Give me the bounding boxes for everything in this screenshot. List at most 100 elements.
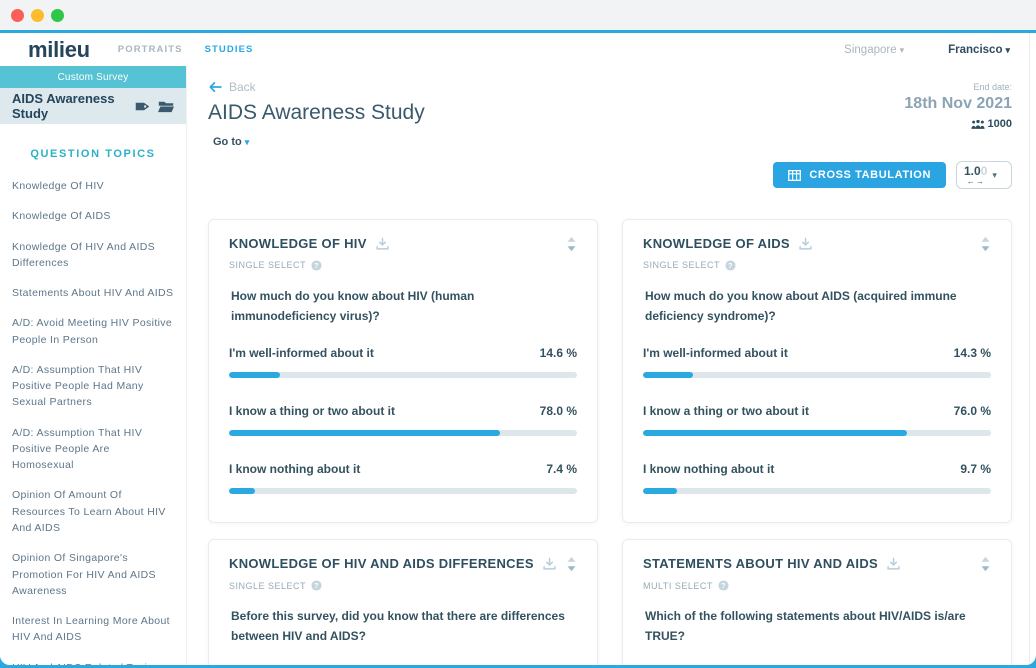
region-selector[interactable]: Singapore ▾ <box>844 43 905 56</box>
card-header: KNOWLEDGE OF AIDS <box>643 236 991 253</box>
answer-option: I'm well-informed about it 14.6 % <box>229 346 577 379</box>
option-value: 9.7 % <box>960 462 991 477</box>
main-content: Back AIDS Awareness Study Go to ▾ End dat… <box>187 66 1036 665</box>
option-value: 14.3 % <box>953 346 991 361</box>
survey-type-banner: Custom Survey <box>0 66 186 88</box>
answer-option: I know nothing about it 9.7 % <box>643 462 991 495</box>
scroll-track[interactable] <box>1029 33 1030 665</box>
sample-size-value: 1000 <box>987 118 1012 130</box>
zoom-window-icon[interactable] <box>51 8 64 22</box>
svg-text:?: ? <box>314 581 319 590</box>
nav-studies[interactable]: STUDIES <box>204 44 254 55</box>
sort-arrows-icon[interactable] <box>980 556 991 572</box>
tag-icon[interactable] <box>135 100 150 113</box>
result-bar-track <box>229 430 577 437</box>
sort-arrows-icon[interactable] <box>980 236 991 252</box>
answer-row: I know nothing about it 7.4 % <box>229 462 577 476</box>
sort-arrows-icon[interactable] <box>566 556 577 572</box>
result-bar-fill <box>643 372 693 379</box>
download-icon[interactable] <box>543 557 556 571</box>
help-icon[interactable]: ? <box>718 580 729 591</box>
sidebar-topic-item[interactable]: A/D: Assumption That HIV Positive People… <box>12 363 144 409</box>
answer-row: I'm well-informed about it 14.6 % <box>229 346 577 360</box>
actions-row: CROSS TABULATION 1.00 ←→ ▾ <box>208 161 1012 189</box>
study-info: End date: 18th Nov 2021 1000 <box>904 82 1012 130</box>
zoom-level-control[interactable]: 1.00 ←→ ▾ <box>956 161 1012 189</box>
card-select-type: SINGLE SELECT <box>643 260 721 271</box>
help-icon[interactable]: ? <box>725 260 736 271</box>
horizontal-arrows-icon: ←→ <box>966 176 985 186</box>
card-title: STATEMENTS ABOUT HIV AND AIDS <box>643 556 878 572</box>
sidebar: Custom Survey AIDS Awareness Study QUEST… <box>0 66 187 665</box>
cross-tabulation-button[interactable]: CROSS TABULATION <box>773 162 946 188</box>
survey-row[interactable]: AIDS Awareness Study <box>0 88 186 124</box>
back-label: Back <box>229 80 256 94</box>
milieu-logo: milieu <box>28 36 90 62</box>
sidebar-topic-item[interactable]: Statements About HIV And AIDS <box>12 287 174 300</box>
sidebar-topic-item[interactable]: A/D: Assumption That HIV Positive People… <box>12 426 143 472</box>
minimize-window-icon[interactable] <box>31 8 44 22</box>
card-select-type: MULTI SELECT <box>643 580 713 591</box>
option-label: I know a thing or two about it <box>643 404 809 419</box>
goto-dropdown[interactable]: Go to ▾ <box>213 136 250 148</box>
sidebar-topic-item[interactable]: Knowledge Of HIV And AIDS Differences <box>12 240 155 269</box>
question-cards-grid: KNOWLEDGE OF HIV SINGLE SELECT ? How muc… <box>208 219 1012 665</box>
result-bar-track <box>229 372 577 379</box>
select-type-row: MULTI SELECT ? <box>643 580 991 591</box>
top-accent-line <box>0 30 1036 33</box>
sidebar-topic-item[interactable]: A/D: Avoid Meeting HIV Positive People I… <box>12 317 173 346</box>
help-icon[interactable]: ? <box>311 580 322 591</box>
result-bar-track <box>643 430 991 437</box>
select-type-row: SINGLE SELECT ? <box>643 260 991 271</box>
result-bar-track <box>643 488 991 495</box>
sidebar-topic-item[interactable]: Opinion Of Singapore's Promotion For HIV… <box>12 552 156 597</box>
folder-icon[interactable] <box>158 100 174 113</box>
user-menu[interactable]: Francisco ▾ <box>948 43 1010 56</box>
card-title: KNOWLEDGE OF HIV <box>229 236 367 251</box>
card-question: Before this survey, did you know that th… <box>231 609 565 644</box>
sort-arrows-icon[interactable] <box>566 236 577 252</box>
answer-row: I know nothing about it 9.7 % <box>643 462 991 476</box>
back-arrow-icon <box>209 82 222 92</box>
download-icon[interactable] <box>887 557 900 571</box>
sidebar-topic-item[interactable]: HIV And AIDS Related Topics Interested I… <box>12 660 174 665</box>
body: Custom Survey AIDS Awareness Study QUEST… <box>0 66 1036 665</box>
close-window-icon[interactable] <box>11 8 24 22</box>
topic-list: Knowledge Of HIV Knowledge Of AIDS Knowled… <box>0 166 186 665</box>
option-value: 14.6 % <box>539 346 577 361</box>
sidebar-topic-item[interactable]: Opinion Of Amount Of Resources To Learn … <box>12 489 166 534</box>
result-bar-track <box>229 488 577 495</box>
chevron-down-icon: ▾ <box>1005 44 1010 55</box>
end-date-label: End date: <box>973 82 1012 92</box>
card-question: How much do you know about AIDS (acquire… <box>645 288 957 323</box>
answer-row: I'm well-informed about it 14.3 % <box>643 346 991 360</box>
option-label: I know nothing about it <box>229 462 361 477</box>
option-value: 76.0 % <box>953 404 991 419</box>
select-type-row: SINGLE SELECT ? <box>229 260 577 271</box>
header-right: Singapore ▾ Francisco ▾ <box>844 44 1010 56</box>
card-header: KNOWLEDGE OF HIV AND AIDS DIFFERENCES <box>229 556 577 573</box>
result-bar-fill <box>643 488 677 495</box>
help-icon[interactable]: ? <box>311 260 322 271</box>
answer-option: I know nothing about it 7.4 % <box>229 462 577 495</box>
survey-name: AIDS Awareness Study <box>12 91 115 121</box>
back-button[interactable]: Back <box>208 80 256 94</box>
nav-portraits[interactable]: PORTRAITS <box>117 44 183 55</box>
option-label: I know a thing or two about it <box>229 404 395 419</box>
cards-column-left: KNOWLEDGE OF HIV SINGLE SELECT ? How muc… <box>208 219 598 665</box>
download-icon[interactable] <box>799 237 812 250</box>
result-bar-track <box>643 372 991 379</box>
download-icon[interactable] <box>376 237 389 250</box>
end-date-value: 18th Nov 2021 <box>904 95 1012 112</box>
sidebar-topic-item[interactable]: Knowledge Of HIV <box>12 180 104 192</box>
zoom-level: 1.00 ←→ <box>964 163 988 186</box>
result-bar-fill <box>229 372 280 379</box>
card-header: STATEMENTS ABOUT HIV AND AIDS <box>643 556 991 573</box>
card-options: I'm well-informed about it 14.6 % I know… <box>229 346 577 495</box>
sidebar-topic-item[interactable]: Knowledge Of AIDS <box>12 210 111 223</box>
option-value: 7.4 % <box>546 462 577 477</box>
result-bar-fill <box>229 430 501 437</box>
sidebar-topic-item[interactable]: Interest In Learning More About HIV And … <box>12 615 170 644</box>
